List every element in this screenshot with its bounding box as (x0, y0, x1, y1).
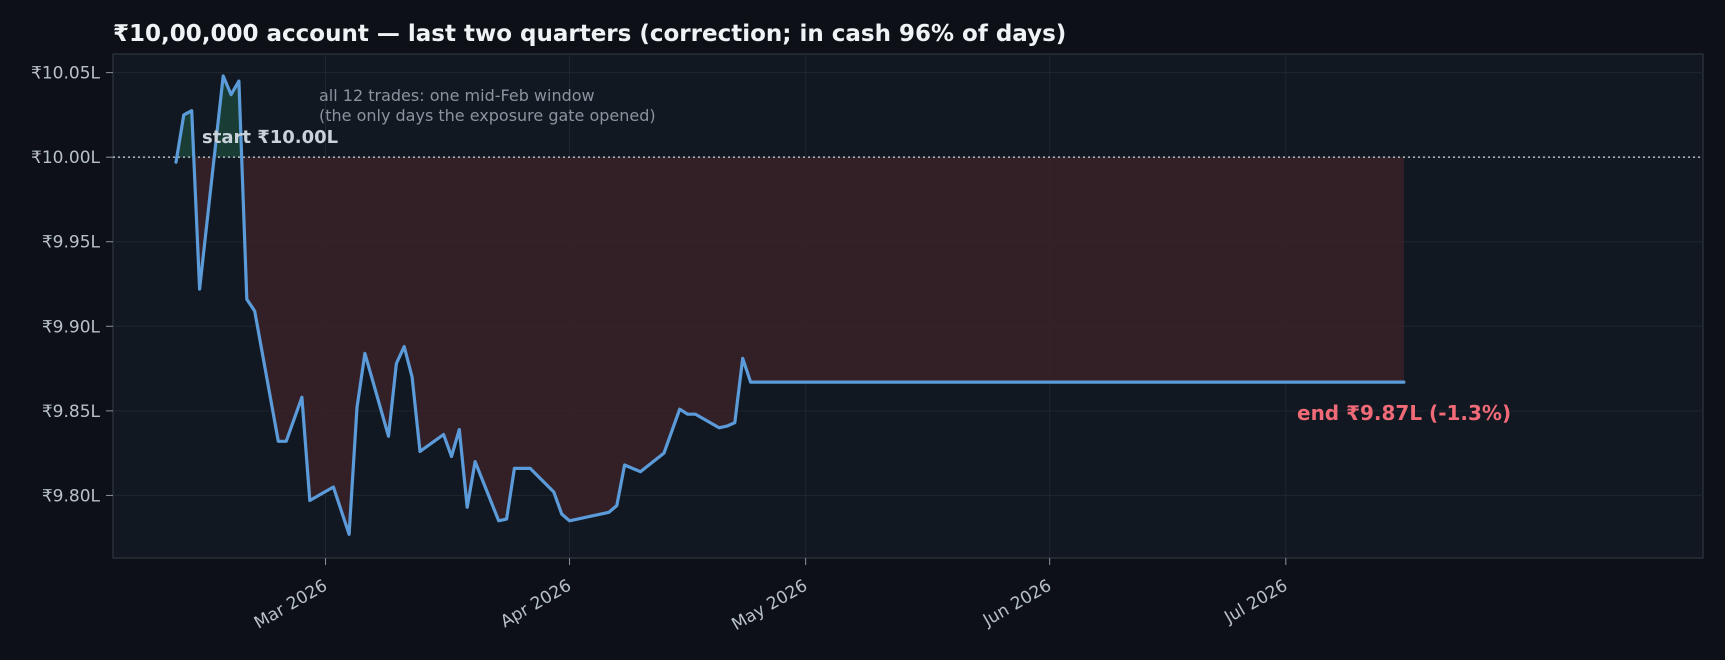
x-tick-label: Jul 2026 (1220, 576, 1291, 628)
loss-fill-region (241, 157, 1404, 535)
end-label: end ₹9.87L (-1.3%) (1297, 401, 1511, 425)
x-tick-label: Jun 2026 (979, 576, 1055, 631)
y-tick-label: ₹10.00L (31, 148, 100, 168)
y-axis-ticks: ₹9.80L ₹9.85L ₹9.90L ₹9.95L ₹10.00L ₹10.05L (31, 64, 113, 506)
y-tick-label: ₹10.05L (31, 64, 100, 84)
chart-title: ₹10,00,000 account — last two quarters (… (113, 21, 1066, 47)
y-tick-label: ₹9.95L (42, 233, 101, 253)
y-tick-label: ₹9.90L (42, 317, 101, 337)
y-tick-label: ₹9.80L (42, 486, 101, 506)
trades-annotation-line2: (the only days the exposure gate opened) (319, 106, 656, 125)
gain-fill-region (176, 110, 194, 158)
x-tick-label: May 2026 (728, 576, 811, 635)
equity-line (174, 74, 1406, 536)
y-tick-label: ₹9.85L (42, 402, 101, 422)
x-tick-label: Mar 2026 (251, 576, 331, 634)
start-label: start ₹10.00L (202, 127, 338, 148)
x-axis-ticks: Mar 2026 Apr 2026 May 2026 Jun 2026 Jul 2026 (251, 558, 1291, 635)
x-tick-label: Apr 2026 (497, 576, 575, 632)
equity-line-layer (174, 74, 1406, 536)
trades-annotation-line1: all 12 trades: one mid-Feb window (319, 86, 595, 105)
